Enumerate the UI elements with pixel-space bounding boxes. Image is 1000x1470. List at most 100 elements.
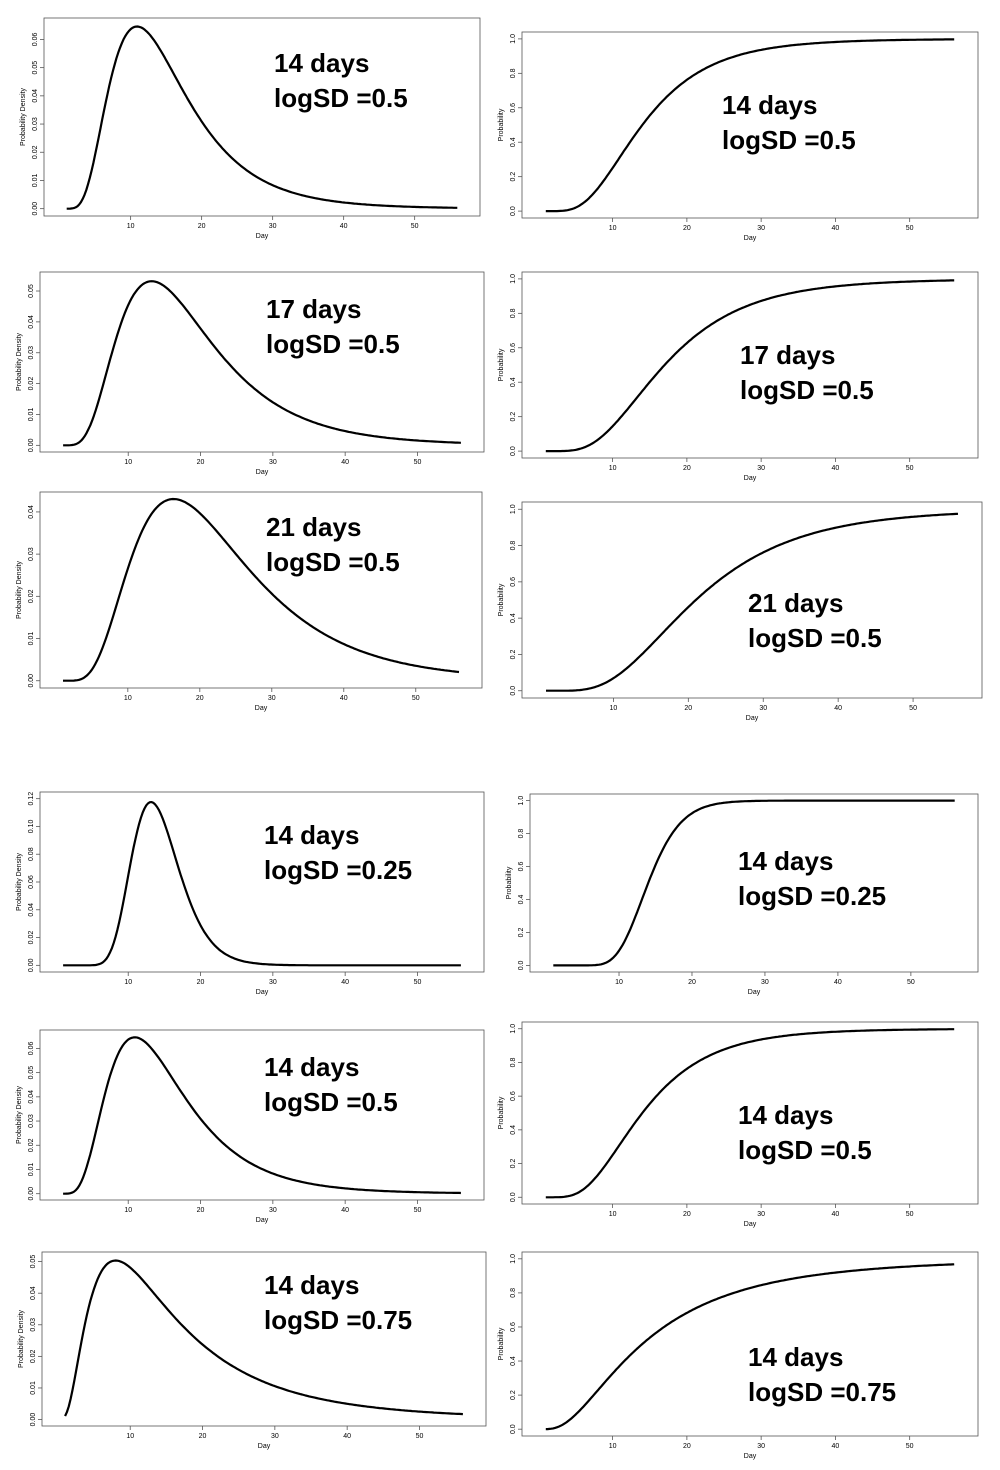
plot-frame bbox=[521, 501, 983, 699]
curve-annotation: 21 days logSD =0.5 bbox=[748, 586, 882, 656]
curve-annotation: 21 days logSD =0.5 bbox=[266, 510, 400, 580]
y-tick-label: 0.02 bbox=[28, 931, 35, 945]
y-tick-label: 0.0 bbox=[510, 1192, 517, 1202]
plot-frame bbox=[521, 1021, 979, 1205]
chart-panel-cdf: 10 20 30 40 50 0.0 0.2 0.4 0.6 0.8 1.0 Day Probabili… bbox=[498, 784, 998, 996]
x-tick-label: 10 bbox=[124, 695, 132, 702]
x-tick-label: 50 bbox=[909, 705, 917, 712]
chart-panel-pdf: 10 20 30 40 50 0.00 0.01 0.02 0.03 0.04 0.05 0.06 Da… bbox=[8, 4, 494, 242]
y-tick-label: 0.00 bbox=[30, 1413, 37, 1427]
y-axis-label: Probability Density bbox=[18, 1310, 25, 1368]
y-tick-label: 0.06 bbox=[32, 33, 39, 47]
x-tick-label: 20 bbox=[688, 979, 696, 986]
x-tick-label: 40 bbox=[834, 705, 842, 712]
x-tick-label: 50 bbox=[414, 979, 422, 986]
x-axis-label: Day bbox=[744, 475, 757, 482]
annotation-median: 14 days bbox=[264, 1052, 360, 1082]
plot-frame bbox=[529, 793, 979, 973]
curve-annotation: 14 days logSD =0.5 bbox=[264, 1050, 398, 1120]
curve-annotation: 17 days logSD =0.5 bbox=[266, 292, 400, 362]
series-line bbox=[545, 1263, 955, 1431]
curve-annotation: 17 days logSD =0.5 bbox=[740, 338, 874, 408]
annotation-logsd: logSD =0.5 bbox=[274, 83, 408, 113]
x-axis-label: Day bbox=[748, 989, 761, 996]
annotation-logsd: logSD =0.5 bbox=[748, 623, 882, 653]
chart-svg: 10 20 30 40 50 0.00 0.02 0.04 0.06 0.08 0.10 0.12 Da… bbox=[16, 791, 485, 996]
y-tick-label: 0.02 bbox=[30, 1349, 37, 1363]
y-tick-label: 0.01 bbox=[28, 408, 35, 422]
y-tick-label: 0.2 bbox=[518, 927, 525, 937]
y-tick-label: 0.0 bbox=[518, 960, 525, 970]
y-axis-label: Probability bbox=[498, 583, 505, 616]
chart-svg: 10 20 30 40 50 0.00 0.01 0.02 0.03 0.04 0.05 0.06 Da… bbox=[16, 1029, 485, 1224]
y-axis-label: Probability bbox=[498, 1096, 505, 1129]
y-tick-label: 1.0 bbox=[510, 34, 517, 44]
y-tick-label: 0.00 bbox=[32, 202, 39, 216]
annotation-median: 14 days bbox=[722, 90, 818, 120]
x-tick-label: 30 bbox=[268, 695, 276, 702]
chart-panel-pdf: 10 20 30 40 50 0.00 0.01 0.02 0.03 0.04 Day Probabi… bbox=[8, 482, 494, 720]
annotation-logsd: logSD =0.75 bbox=[748, 1377, 897, 1407]
y-tick-label: 0.05 bbox=[30, 1255, 37, 1269]
x-tick-label: 20 bbox=[683, 1211, 691, 1218]
y-tick-label: 0.04 bbox=[32, 89, 39, 103]
chart-svg: 10 20 30 40 50 0.0 0.2 0.4 0.6 0.8 1.0 Day Probabili… bbox=[498, 1251, 979, 1460]
x-axis-label: Day bbox=[256, 1217, 269, 1224]
x-tick-label: 20 bbox=[196, 695, 204, 702]
x-tick-label: 20 bbox=[197, 979, 205, 986]
x-tick-label: 10 bbox=[124, 1207, 132, 1214]
plot-frame bbox=[39, 791, 485, 973]
y-tick-label: 0.04 bbox=[28, 315, 35, 329]
curve-annotation: 14 days logSD =0.5 bbox=[722, 88, 856, 158]
chart-svg: 10 20 30 40 50 0.00 0.01 0.02 0.03 0.04 0.05 Day Pro… bbox=[16, 271, 485, 476]
y-tick-label: 0.0 bbox=[510, 446, 517, 456]
x-tick-label: 10 bbox=[124, 459, 132, 466]
plot-frame bbox=[43, 17, 481, 217]
y-tick-label: 0.8 bbox=[510, 68, 517, 78]
chart-svg: 10 20 30 40 50 0.0 0.2 0.4 0.6 0.8 1.0 Day Probabili… bbox=[506, 793, 979, 996]
x-tick-label: 40 bbox=[343, 1433, 351, 1440]
chart-svg: 10 20 30 40 50 0.0 0.2 0.4 0.6 0.8 1.0 Day Probabili… bbox=[498, 31, 979, 242]
annotation-median: 14 days bbox=[738, 1100, 834, 1130]
y-tick-label: 0.02 bbox=[28, 589, 35, 603]
y-tick-label: 0.8 bbox=[510, 1057, 517, 1067]
y-tick-label: 0.06 bbox=[28, 1041, 35, 1055]
chart-svg: 10 20 30 40 50 0.0 0.2 0.4 0.6 0.8 1.0 Day Probabili… bbox=[498, 271, 979, 482]
y-axis-label: Probability Density bbox=[16, 333, 23, 391]
chart-svg: 10 20 30 40 50 0.0 0.2 0.4 0.6 0.8 1.0 Day Probabili… bbox=[498, 501, 983, 722]
annotation-logsd: logSD =0.5 bbox=[722, 125, 856, 155]
y-tick-label: 0.8 bbox=[510, 308, 517, 318]
x-tick-label: 30 bbox=[757, 1443, 765, 1450]
x-axis-label: Day bbox=[744, 1221, 757, 1228]
x-tick-label: 10 bbox=[609, 1211, 617, 1218]
y-tick-label: 0.02 bbox=[28, 1138, 35, 1152]
y-tick-label: 0.6 bbox=[510, 577, 517, 587]
x-tick-label: 40 bbox=[832, 465, 840, 472]
y-tick-label: 0.05 bbox=[28, 284, 35, 298]
curve-annotation: 14 days logSD =0.5 bbox=[738, 1098, 872, 1168]
y-axis-label: Probability bbox=[506, 866, 513, 899]
curve-annotation: 14 days logSD =0.5 bbox=[274, 46, 408, 116]
y-tick-label: 0.8 bbox=[518, 829, 525, 839]
chart-panel-cdf: 10 20 30 40 50 0.0 0.2 0.4 0.6 0.8 1.0 Day Probabili… bbox=[498, 490, 998, 728]
x-tick-label: 20 bbox=[683, 465, 691, 472]
curve-annotation: 14 days logSD =0.75 bbox=[264, 1268, 412, 1338]
y-tick-label: 0.4 bbox=[510, 137, 517, 147]
x-tick-label: 30 bbox=[757, 1211, 765, 1218]
x-tick-label: 20 bbox=[197, 459, 205, 466]
x-tick-label: 50 bbox=[414, 459, 422, 466]
series-line bbox=[546, 512, 959, 692]
y-tick-label: 0.2 bbox=[510, 172, 517, 182]
y-tick-label: 0.2 bbox=[510, 1159, 517, 1169]
y-tick-label: 0.4 bbox=[510, 1125, 517, 1135]
annotation-logsd: logSD =0.25 bbox=[738, 881, 887, 911]
series-line bbox=[63, 280, 461, 447]
y-tick-label: 0.4 bbox=[510, 613, 517, 623]
y-tick-label: 0.2 bbox=[510, 1390, 517, 1400]
y-tick-label: 0.05 bbox=[32, 61, 39, 75]
y-tick-label: 0.6 bbox=[510, 1091, 517, 1101]
y-tick-label: 0.4 bbox=[518, 895, 525, 905]
y-tick-label: 0.00 bbox=[28, 958, 35, 972]
y-tick-label: 1.0 bbox=[510, 1254, 517, 1264]
y-tick-label: 0.01 bbox=[30, 1381, 37, 1395]
